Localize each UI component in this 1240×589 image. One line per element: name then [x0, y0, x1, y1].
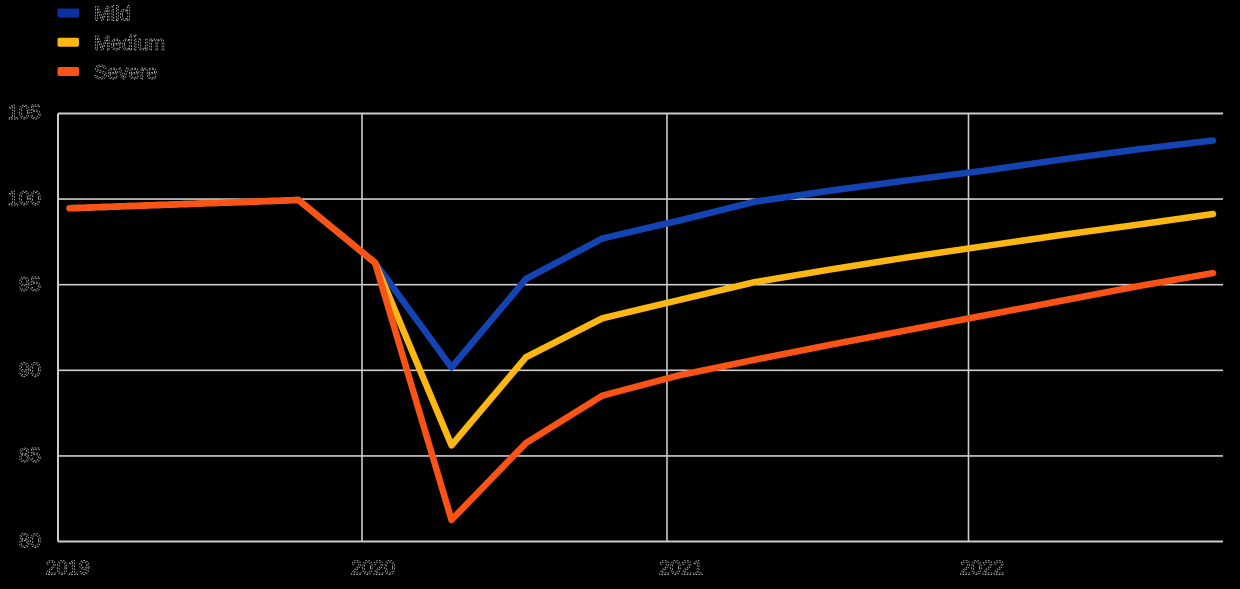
- svg-text:2020: 2020: [351, 558, 396, 580]
- svg-text:80: 80: [19, 531, 41, 553]
- svg-text:2019: 2019: [45, 558, 90, 580]
- svg-text:85: 85: [19, 445, 41, 467]
- svg-text:90: 90: [19, 359, 41, 381]
- svg-text:Severe: Severe: [94, 62, 157, 84]
- svg-text:105: 105: [8, 102, 41, 124]
- svg-text:95: 95: [19, 274, 41, 296]
- svg-text:100: 100: [8, 188, 41, 210]
- svg-text:Medium: Medium: [94, 33, 165, 55]
- svg-text:Mild: Mild: [94, 4, 131, 26]
- svg-text:2021: 2021: [659, 558, 704, 580]
- svg-text:2022: 2022: [960, 558, 1005, 580]
